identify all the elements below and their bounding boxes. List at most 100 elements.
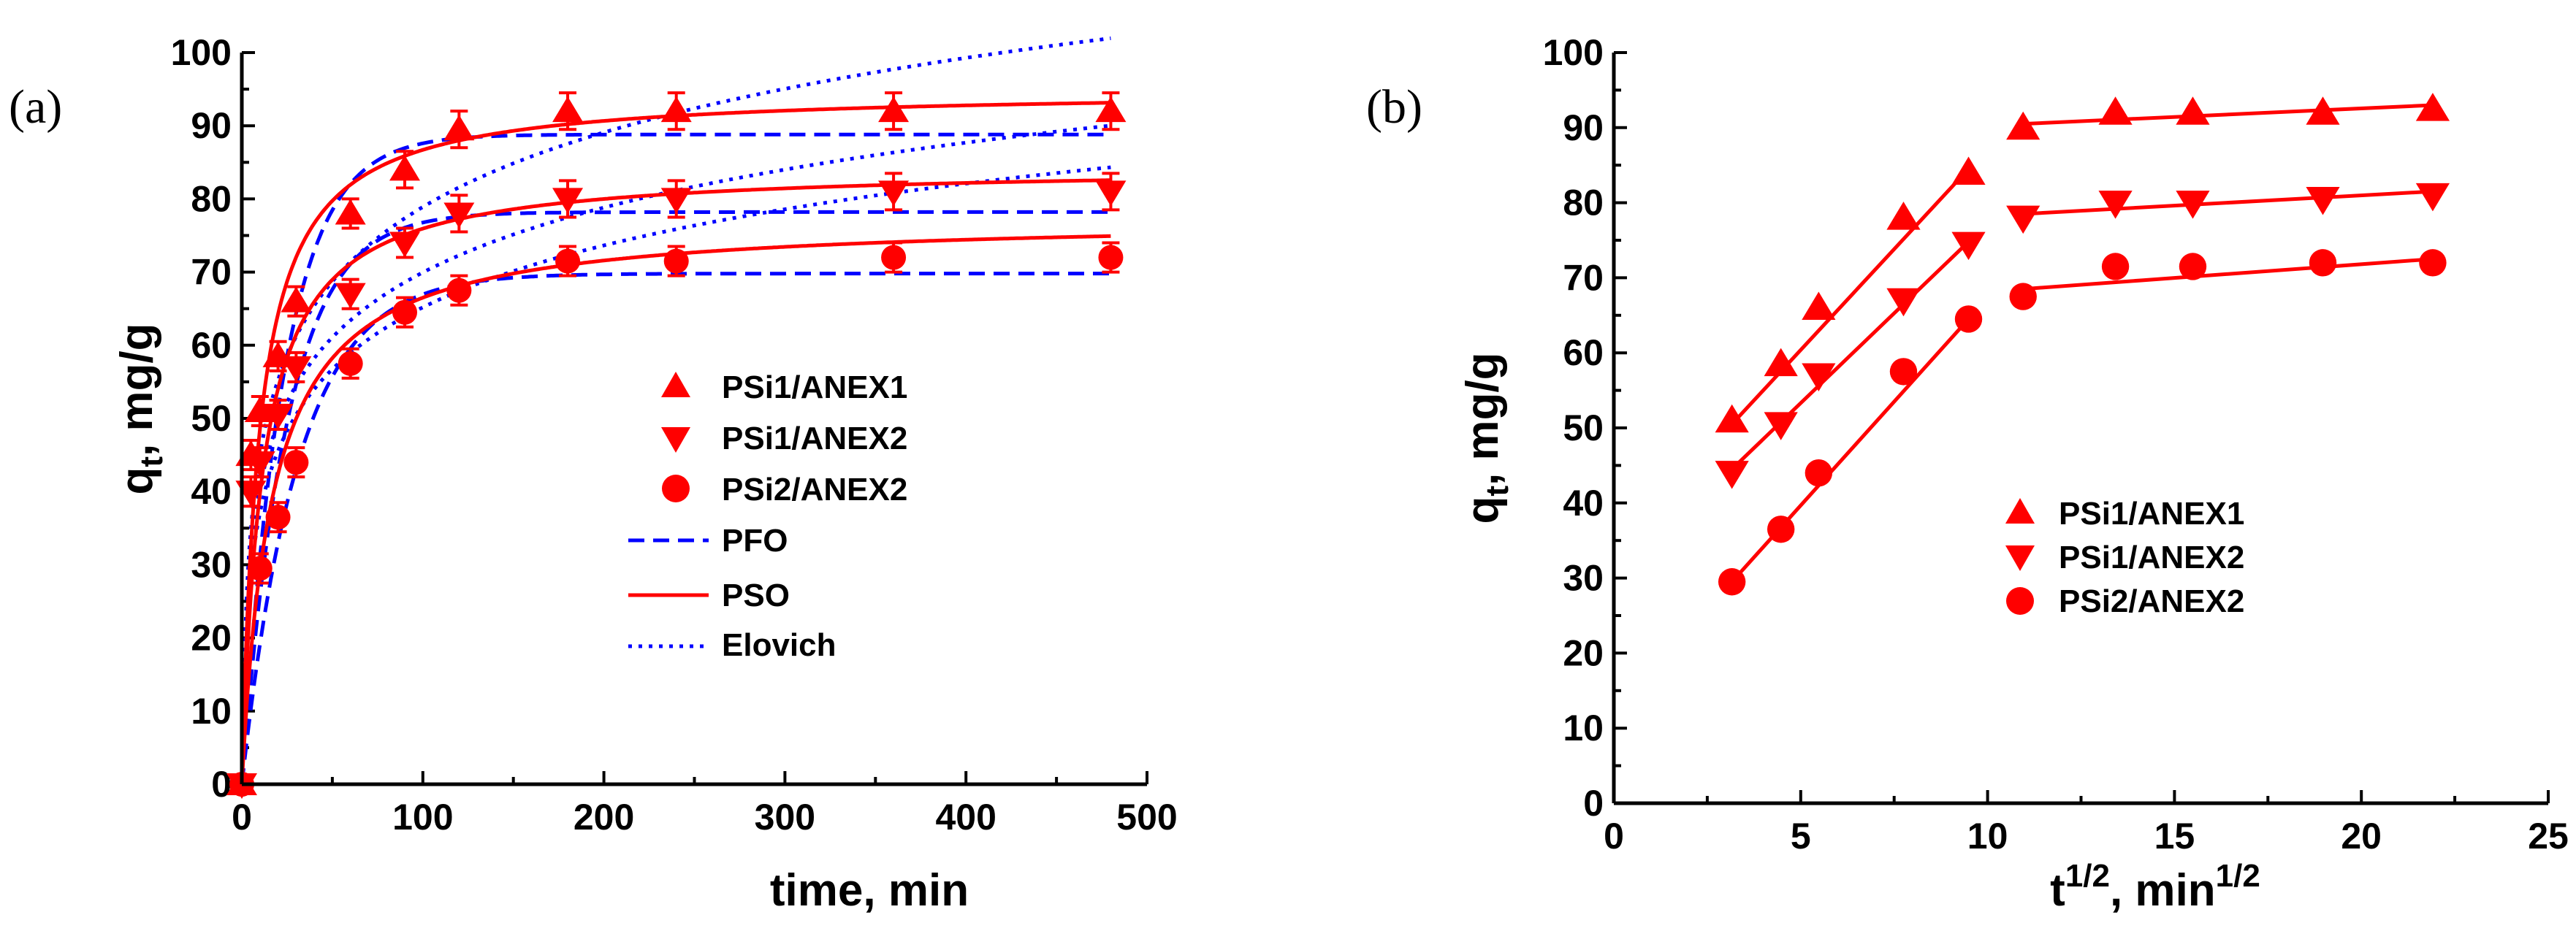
legend-label-psi2-anex2: PSi2/ANEX2 <box>2059 583 2244 619</box>
triangle-down-marker <box>389 231 421 258</box>
linear-fit-segment <box>1730 167 1970 426</box>
panel-b-y-tick-label: 0 <box>1583 783 1604 824</box>
legend-label-psi1-anex1: PSi1/ANEX1 <box>722 369 907 405</box>
panel-a-y-tick-label: 20 <box>191 618 232 659</box>
triangle-down-marker <box>878 180 910 207</box>
triangle-down-marker <box>552 188 584 214</box>
triangle-down-marker <box>2098 191 2133 219</box>
panel-a-x-tick-label: 200 <box>573 797 634 838</box>
panel-b-y-tick-label: 80 <box>1563 183 1604 223</box>
circle-marker <box>1954 305 1983 333</box>
linear-fit-segment <box>2023 103 2434 126</box>
panel-b-label: (b) <box>1366 80 1422 134</box>
triangle-up-marker <box>1886 202 1921 230</box>
triangle-up-marker <box>878 96 910 123</box>
panel-b-y-tick-label: 30 <box>1563 558 1604 599</box>
triangle-down-marker <box>2176 191 2210 219</box>
circle-marker <box>2009 283 2037 310</box>
pfo-fit-curve <box>240 132 1111 785</box>
triangle-up-marker <box>1802 291 1836 321</box>
legend-triangle-down-icon <box>2005 545 2035 571</box>
legend-circle-icon <box>662 475 690 502</box>
panel-a-x-tick-label: 100 <box>392 797 453 838</box>
legend-triangle-up-icon <box>661 372 690 397</box>
panel-b-y-tick-label: 70 <box>1563 257 1604 298</box>
circle-marker <box>1098 245 1124 270</box>
triangle-up-marker <box>1951 156 1986 185</box>
linear-fit-segment <box>1730 240 1970 471</box>
panel-a-x-tick-label: 400 <box>935 797 996 838</box>
legend-label-elovich: Elovich <box>722 627 837 663</box>
panel-a-legend: PSi1/ANEX1 PSi1/ANEX2 PSi2/ANEX2 PFO PSO… <box>628 369 907 663</box>
panel-b-y-tick-label: 100 <box>1543 32 1604 73</box>
triangle-up-marker <box>244 396 275 422</box>
panel-a-x-tick-label: 500 <box>1116 797 1177 838</box>
circle-marker <box>247 556 273 581</box>
triangle-up-marker <box>2006 111 2040 140</box>
legend-label-psi1-anex2: PSi1/ANEX2 <box>722 421 907 456</box>
circle-marker <box>2101 253 2130 280</box>
panel-b-y-tick-label: 10 <box>1563 708 1604 748</box>
panel-a-y-tick-label: 90 <box>191 105 232 146</box>
circle-marker <box>1805 459 1833 487</box>
circle-marker <box>338 350 363 376</box>
legend-label-psi1-anex1: PSi1/ANEX1 <box>2059 496 2244 532</box>
panel-a-x-tick-label: 0 <box>232 797 252 838</box>
circle-marker <box>1767 516 1795 543</box>
triangle-up-marker <box>1715 404 1749 433</box>
pso-fit-curve <box>240 234 1111 785</box>
panel-b-x-tick-label: 5 <box>1791 816 1811 857</box>
triangle-up-marker <box>1764 348 1798 377</box>
panel-a-y-tick-label: 100 <box>171 32 232 73</box>
panel-b-x-tick-label: 0 <box>1604 816 1624 857</box>
legend-label-pfo: PFO <box>722 523 788 559</box>
panel-a-y-tick-label: 60 <box>191 325 232 366</box>
panel-b: (b) qt, mg/g t1/2, min1/2 0 5 10 15 20 25 0 10 2… <box>1366 32 2569 916</box>
triangle-down-marker <box>262 403 294 429</box>
triangle-up-marker <box>1095 96 1127 123</box>
circle-marker <box>2179 253 2207 280</box>
triangle-down-marker <box>1951 231 1986 261</box>
legend-label-psi2-anex2: PSi2/ANEX2 <box>722 472 907 507</box>
panel-a-y-tick-label: 80 <box>191 178 232 219</box>
triangle-up-marker <box>335 199 366 225</box>
legend-triangle-down-icon <box>661 427 690 453</box>
panel-a-label: (a) <box>9 80 62 134</box>
circle-marker <box>1718 568 1746 596</box>
circle-marker <box>1889 358 1918 386</box>
circle-marker <box>2419 249 2447 277</box>
pfo-fit-curve <box>240 272 1111 785</box>
panel-a-y-tick-label: 70 <box>191 252 232 293</box>
panel-b-y-axis-title: qt, mg/g <box>1457 352 1515 524</box>
panel-a-y-axis-title: qt, mg/g <box>112 323 169 494</box>
triangle-up-marker <box>2098 96 2133 125</box>
triangle-down-marker <box>1715 461 1749 489</box>
triangle-down-marker <box>660 188 692 214</box>
circle-marker <box>881 245 907 270</box>
circle-marker <box>446 277 472 303</box>
triangle-down-marker <box>2006 205 2040 234</box>
triangle-up-marker <box>2306 96 2340 125</box>
triangle-up-marker <box>2176 96 2210 125</box>
triangle-down-marker <box>1764 412 1798 440</box>
triangle-up-marker <box>2415 93 2450 121</box>
panel-a-x-tick-label: 300 <box>755 797 815 838</box>
panel-a-y-tick-label: 10 <box>191 691 232 732</box>
elovich-fit-curve <box>240 123 1111 785</box>
panel-b-y-tick-label: 50 <box>1563 407 1604 448</box>
circle-marker <box>392 299 418 325</box>
triangle-down-marker <box>443 202 475 229</box>
legend-triangle-up-icon <box>2005 498 2035 524</box>
linear-fit-segment <box>2023 189 2434 216</box>
triangle-down-marker <box>281 356 312 382</box>
legend-circle-icon <box>2006 587 2034 615</box>
panel-a-y-tick-label: 40 <box>191 471 232 512</box>
triangle-down-marker <box>1886 288 1921 317</box>
circle-marker <box>265 505 291 530</box>
elovich-fit-curve <box>240 36 1111 785</box>
panel-b-x-tick-label: 25 <box>2528 816 2569 857</box>
panel-b-x-tick-label: 15 <box>2154 816 2195 857</box>
triangle-up-marker <box>281 286 312 313</box>
panel-b-y-tick-label: 60 <box>1563 332 1604 373</box>
triangle-down-marker <box>2306 186 2340 215</box>
